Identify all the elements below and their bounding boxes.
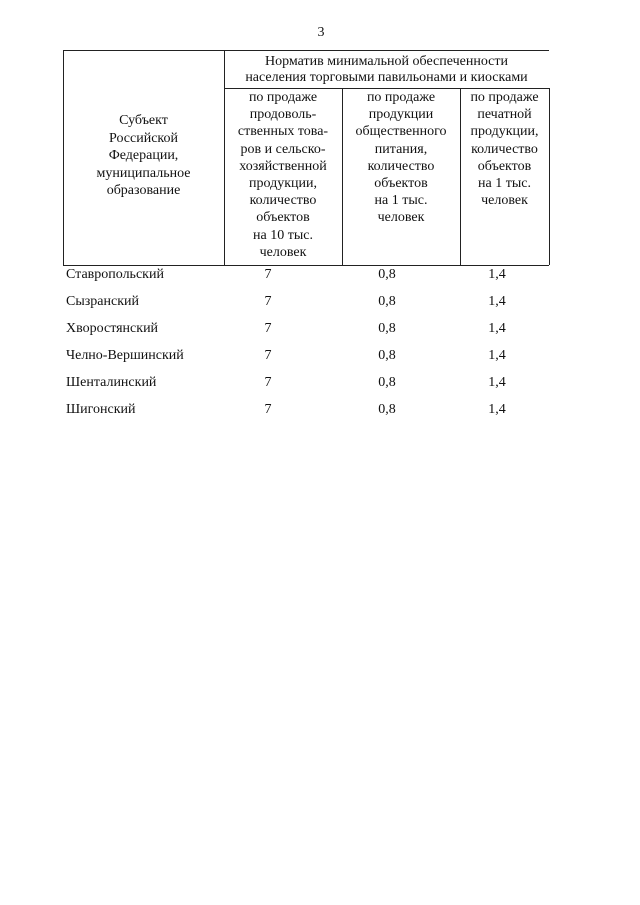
column-header: ров и сельско- bbox=[240, 141, 326, 157]
cell-value: 7 bbox=[264, 402, 272, 417]
row-label: Шигонский bbox=[66, 402, 136, 417]
column-header: количество bbox=[249, 193, 317, 209]
column-header: продукции, bbox=[249, 176, 317, 191]
column-header: количество bbox=[471, 141, 538, 157]
table-border bbox=[63, 50, 64, 265]
cell-value: 1,4 bbox=[488, 267, 506, 282]
cell-value: 0,8 bbox=[378, 402, 396, 417]
cell-value: 0,8 bbox=[378, 348, 396, 363]
column-header: Федерации, bbox=[108, 148, 179, 163]
cell-value: 7 bbox=[264, 294, 272, 309]
column-header: на 1 тыс. bbox=[374, 193, 428, 209]
column-header: ственных това- bbox=[237, 124, 329, 140]
cell-value: 7 bbox=[264, 321, 272, 336]
column-header: человек bbox=[377, 210, 425, 226]
column-header: муниципальное bbox=[96, 165, 191, 181]
column-header: по продаже bbox=[366, 90, 436, 105]
column-header: продоволь- bbox=[249, 107, 317, 123]
group-header: населения торговыми павильонами и киоска… bbox=[245, 70, 528, 85]
column-header: объектов bbox=[477, 158, 532, 174]
column-header: объектов bbox=[256, 210, 310, 226]
column-header: продукции bbox=[368, 107, 434, 123]
row-label: Шенталинский bbox=[66, 375, 157, 390]
cell-value: 1,4 bbox=[488, 402, 506, 417]
column-header: Субъект bbox=[119, 113, 168, 128]
column-header: на 1 тыс. bbox=[478, 176, 531, 191]
column-header: Российской bbox=[109, 130, 178, 146]
column-header: печатной bbox=[477, 107, 532, 123]
column-header: по продаже bbox=[470, 90, 539, 105]
table-border bbox=[460, 88, 461, 265]
table-border bbox=[224, 50, 225, 265]
column-header: хозяйственной bbox=[239, 158, 327, 174]
column-header: образование bbox=[106, 183, 181, 198]
cell-value: 1,4 bbox=[488, 321, 506, 336]
column-header: человек bbox=[481, 193, 528, 209]
column-header: человек bbox=[259, 244, 307, 260]
column-header: по продаже bbox=[248, 90, 318, 105]
column-header: объектов bbox=[374, 176, 428, 191]
cell-value: 0,8 bbox=[378, 294, 396, 309]
row-label: Сызранский bbox=[66, 294, 139, 309]
table-border bbox=[224, 88, 549, 89]
column-header: количество bbox=[367, 158, 435, 174]
table-border bbox=[342, 88, 343, 265]
cell-value: 1,4 bbox=[488, 375, 506, 390]
cell-value: 7 bbox=[264, 375, 272, 390]
column-header: продукции, bbox=[470, 124, 539, 140]
cell-value: 0,8 bbox=[378, 375, 396, 390]
column-header: на 10 тыс. bbox=[253, 227, 313, 243]
table-border bbox=[549, 88, 550, 265]
row-label: Ставропольский bbox=[66, 267, 164, 282]
cell-value: 1,4 bbox=[488, 294, 506, 309]
page-number: 3 bbox=[317, 25, 325, 40]
cell-value: 0,8 bbox=[378, 267, 396, 282]
cell-value: 7 bbox=[264, 267, 272, 282]
cell-value: 1,4 bbox=[488, 348, 506, 363]
column-header: общественного bbox=[355, 124, 447, 140]
column-header: питания, bbox=[374, 141, 428, 157]
cell-value: 7 bbox=[264, 348, 272, 363]
row-label: Челно-Вершинский bbox=[66, 348, 184, 363]
table-border bbox=[63, 265, 549, 266]
table-border bbox=[63, 50, 549, 51]
row-label: Хворостянский bbox=[66, 321, 159, 336]
cell-value: 0,8 bbox=[378, 321, 396, 336]
group-header: Норматив минимальной обеспеченности bbox=[264, 54, 509, 69]
